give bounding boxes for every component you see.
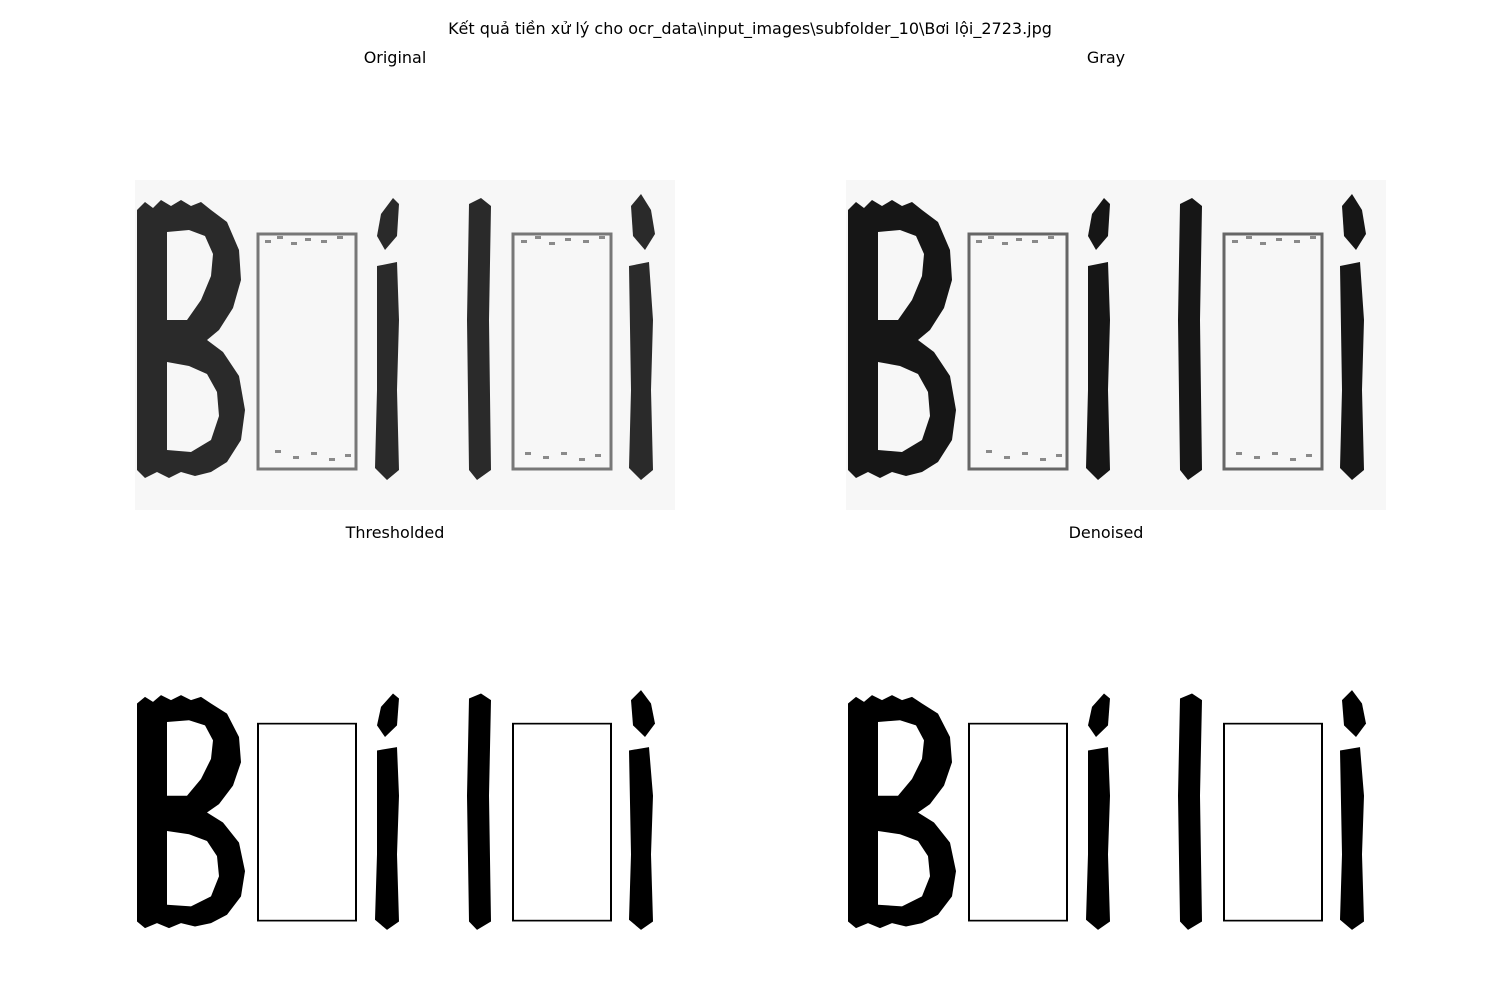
- speckle: [1056, 454, 1062, 457]
- missing-glyph-box: [511, 232, 613, 471]
- letter-l-glyph: [467, 693, 491, 930]
- thresholded-image-panel: [115, 670, 675, 955]
- panel-title-denoised: Denoised: [1068, 523, 1144, 542]
- missing-glyph-box: [967, 232, 1069, 471]
- speckle: [549, 242, 555, 245]
- letter-i-dot: [1088, 198, 1110, 250]
- noise-speckles: [265, 236, 605, 461]
- speckle: [1004, 456, 1010, 459]
- speckle: [329, 458, 335, 461]
- letter-i-glyph: [629, 262, 653, 480]
- letter-i-dot: [1342, 194, 1366, 250]
- speckle: [291, 242, 297, 245]
- speckle: [1310, 236, 1316, 239]
- speckle: [305, 238, 311, 241]
- denoised-image-panel: [826, 670, 1386, 955]
- missing-glyph-box: [1222, 232, 1324, 471]
- letter-b-glyph: [137, 200, 245, 478]
- speckle: [1254, 456, 1260, 459]
- panel-title-gray: Gray: [1086, 48, 1126, 67]
- speckle: [1276, 238, 1282, 241]
- word-image-svg: [135, 180, 675, 510]
- letter-i-dot: [377, 198, 399, 250]
- letter-i-dot: [631, 690, 655, 738]
- speckle: [1290, 458, 1296, 461]
- missing-glyph-box: [256, 232, 358, 471]
- word-image-svg: [848, 690, 1366, 930]
- letter-l-glyph: [1178, 693, 1202, 930]
- panel-title-original: Original: [363, 48, 427, 67]
- speckle: [583, 240, 589, 243]
- gray-image-panel: [826, 170, 1386, 510]
- speckle: [293, 456, 299, 459]
- panel-title-thresholded: Thresholded: [345, 523, 445, 542]
- speckle: [1002, 242, 1008, 245]
- glyph-strokes: [848, 690, 1366, 930]
- speckle: [265, 240, 271, 243]
- speckle: [1022, 452, 1028, 455]
- speckle: [565, 238, 571, 241]
- speckle: [976, 240, 982, 243]
- speckle: [1032, 240, 1038, 243]
- missing-glyph-box: [257, 722, 357, 922]
- speckle: [521, 240, 527, 243]
- speckle: [1016, 238, 1022, 241]
- letter-b-glyph: [848, 695, 956, 929]
- speckle: [525, 452, 531, 455]
- speckle: [345, 454, 351, 457]
- letter-i-glyph: [375, 262, 399, 480]
- letter-i-glyph: [1086, 747, 1110, 930]
- letter-l-glyph: [1178, 198, 1202, 480]
- speckle: [1246, 236, 1252, 239]
- glyph-strokes: [137, 194, 655, 480]
- speckle: [986, 450, 992, 453]
- speckle: [1260, 242, 1266, 245]
- letter-i-glyph: [1086, 262, 1110, 480]
- missing-glyph-box: [512, 722, 612, 922]
- speckle: [1272, 452, 1278, 455]
- letter-i-glyph: [1340, 747, 1364, 930]
- letter-i-dot: [1342, 690, 1366, 738]
- speckle: [277, 236, 283, 239]
- speckle: [579, 458, 585, 461]
- speckle: [595, 454, 601, 457]
- letter-i-glyph: [1340, 262, 1364, 480]
- speckle: [1048, 236, 1054, 239]
- letter-i-dot: [377, 693, 399, 738]
- letter-i-dot: [1088, 693, 1110, 738]
- speckle: [535, 236, 541, 239]
- speckle: [543, 456, 549, 459]
- letter-i-glyph: [629, 747, 653, 930]
- speckle: [311, 452, 317, 455]
- letter-i-glyph: [375, 747, 399, 930]
- speckle: [337, 236, 343, 239]
- original-image-panel: [115, 170, 675, 510]
- missing-glyph-box: [1223, 722, 1323, 922]
- speckle: [321, 240, 327, 243]
- word-image-svg: [137, 690, 655, 930]
- figure-title: Kết quả tiền xử lý cho ocr_data\input_im…: [448, 19, 1052, 38]
- glyph-strokes: [848, 194, 1366, 480]
- missing-glyph-box: [968, 722, 1068, 922]
- speckle: [599, 236, 605, 239]
- speckle: [988, 236, 994, 239]
- letter-b-glyph: [137, 695, 245, 929]
- speckle: [1236, 452, 1242, 455]
- letter-i-dot: [631, 194, 655, 250]
- speckle: [1232, 240, 1238, 243]
- speckle: [275, 450, 281, 453]
- speckle: [1294, 240, 1300, 243]
- glyph-strokes: [137, 690, 655, 930]
- word-image-svg: [846, 180, 1386, 510]
- letter-l-glyph: [467, 198, 491, 480]
- speckle: [1306, 454, 1312, 457]
- noise-speckles: [976, 236, 1316, 461]
- speckle: [1040, 458, 1046, 461]
- speckle: [561, 452, 567, 455]
- letter-b-glyph: [848, 200, 956, 478]
